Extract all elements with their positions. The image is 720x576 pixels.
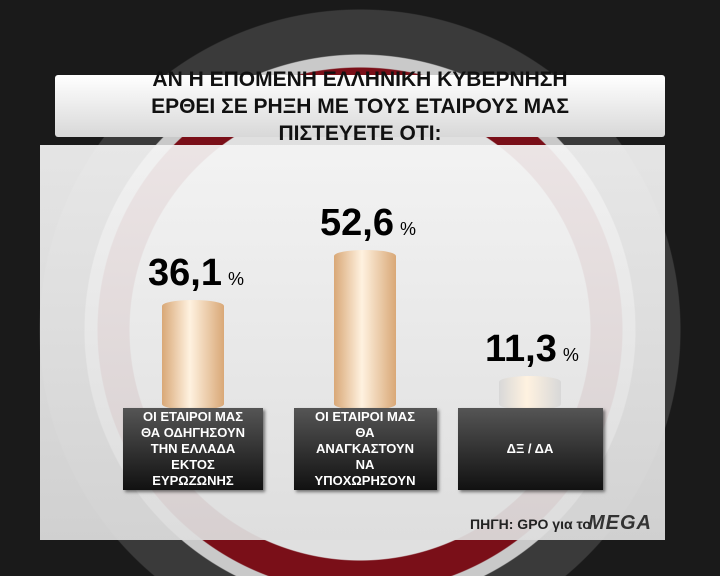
value-label: 52,6%	[320, 202, 416, 245]
value-text: 11,3	[485, 327, 557, 370]
bar	[334, 249, 396, 410]
chart-title: ΑΝ Η ΕΠΟΜΕΝΗ ΕΛΛΗΝΙΚΗ ΚΥΒΕΡΝΗΣΗ ΕΡΘΕΙ ΣΕ…	[151, 67, 569, 145]
logo: MEGA	[588, 512, 652, 534]
category-box: ΟΙ ΕΤΑΙΡΟΙ ΜΑΣ ΘΑ ΟΔΗΓΗΣΟΥΝ ΤΗΝ ΕΛΛΑΔΑ Ε…	[123, 408, 263, 490]
value-suffix: %	[399, 218, 416, 239]
category-label: ΟΙ ΕΤΑΙΡΟΙ ΜΑΣ ΘΑ ΟΔΗΓΗΣΟΥΝ ΤΗΝ ΕΛΛΑΔΑ Ε…	[140, 409, 246, 488]
category-label: ΔΞ / ΔΑ	[506, 441, 554, 456]
value-label: 11,3%	[485, 328, 579, 371]
source: ΠΗΓΗ: GPO για το	[470, 516, 591, 532]
bar	[162, 299, 224, 410]
category-box: ΔΞ / ΔΑ	[457, 408, 603, 490]
value-label: 36,1%	[148, 252, 244, 295]
value-text: 52,6	[320, 201, 394, 244]
category-label: ΟΙ ΕΤΑΙΡΟΙ ΜΑΣ ΘΑ ΑΝΑΓΚΑΣΤΟΥΝ ΝΑ ΥΠΟΧΩΡΗ…	[314, 409, 416, 488]
value-suffix: %	[227, 268, 244, 289]
category-box: ΟΙ ΕΤΑΙΡΟΙ ΜΑΣ ΘΑ ΑΝΑΓΚΑΣΤΟΥΝ ΝΑ ΥΠΟΧΩΡΗ…	[293, 408, 437, 490]
title-box: ΑΝ Η ΕΠΟΜΕΝΗ ΕΛΛΗΝΙΚΗ ΚΥΒΕΡΝΗΣΗ ΕΡΘΕΙ ΣΕ…	[55, 68, 665, 145]
value-suffix: %	[562, 344, 579, 365]
bar	[499, 375, 561, 410]
value-text: 36,1	[148, 251, 222, 294]
